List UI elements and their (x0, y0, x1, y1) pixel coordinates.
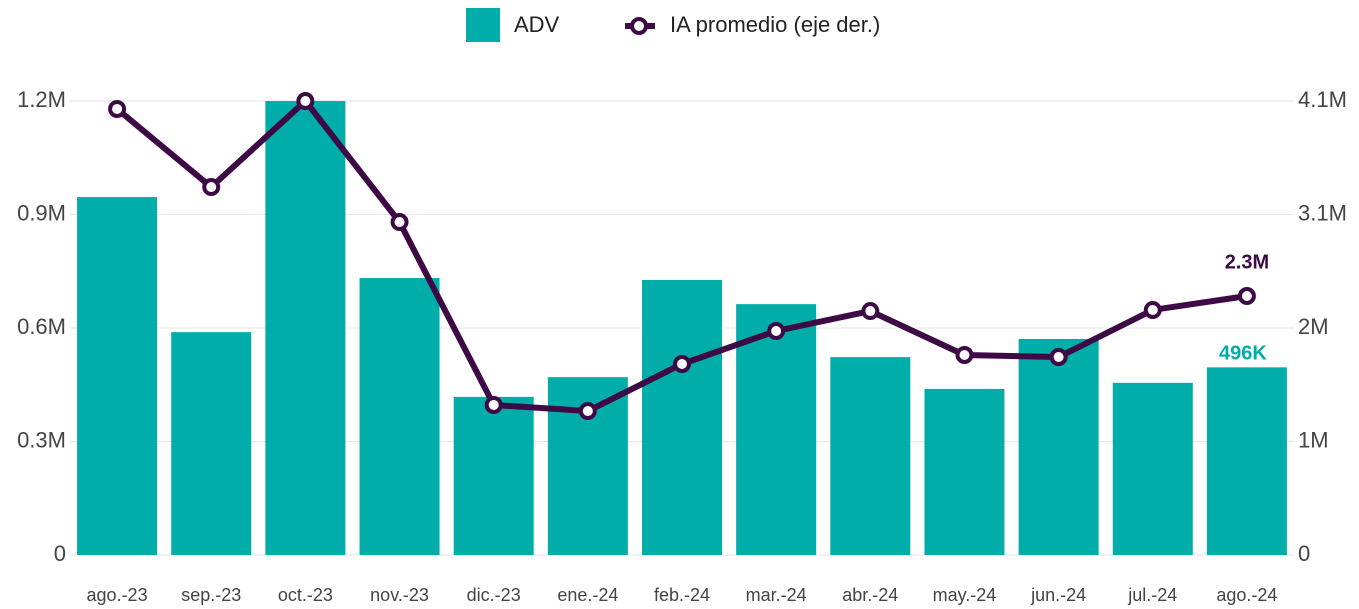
data-label: 2.3M (1225, 251, 1269, 273)
x-tick-label: nov.-23 (370, 585, 429, 605)
legend-swatch (466, 8, 500, 42)
bar (736, 304, 817, 555)
line-marker (1049, 348, 1068, 367)
bar (642, 279, 722, 555)
line-marker (484, 395, 503, 414)
data-label: 496K (1219, 343, 1267, 365)
bar (359, 278, 440, 555)
line-marker (1143, 300, 1162, 319)
line-marker (767, 321, 786, 340)
x-tick-label: may.-24 (933, 585, 997, 605)
bar (265, 101, 346, 555)
x-tick-label: jul.-24 (1127, 585, 1177, 605)
y-tick-label: 1.2M (17, 87, 66, 112)
x-tick-label: ago.-24 (1216, 585, 1277, 605)
y-tick-label: 0.3M (17, 427, 66, 452)
line-marker (1237, 286, 1256, 305)
line-marker (861, 302, 880, 321)
x-tick-label: ago.-23 (87, 585, 148, 605)
bar (1112, 382, 1193, 555)
legend-label: IA promedio (eje der.) (670, 12, 880, 37)
y-tick-label: 2M (1298, 314, 1329, 339)
line-marker (578, 402, 597, 421)
bar (1018, 338, 1099, 555)
line-marker (955, 346, 974, 365)
bar (77, 197, 158, 555)
x-tick-label: abr.-24 (842, 585, 898, 605)
legend-label: ADV (514, 12, 560, 37)
line-marker (390, 213, 409, 232)
bar (453, 396, 534, 555)
x-tick-label: mar.-24 (746, 585, 807, 605)
x-tick-label: feb.-24 (654, 585, 710, 605)
line-marker (673, 354, 691, 373)
bar (830, 357, 911, 555)
line-marker (108, 99, 127, 118)
x-tick-label: dic.-23 (467, 585, 521, 605)
y-tick-label: 0 (54, 541, 66, 566)
x-tick-label: oct.-23 (278, 585, 333, 605)
x-tick-label: ene.-24 (557, 585, 618, 605)
line-marker (202, 178, 221, 197)
y-tick-label: 4.1M (1298, 87, 1347, 112)
y-tick-label: 0.6M (17, 314, 66, 339)
x-tick-label: sep.-23 (181, 585, 241, 605)
y-tick-label: 3.1M (1298, 200, 1347, 225)
bar (924, 388, 1005, 555)
x-tick-label: jun.-24 (1030, 585, 1086, 605)
bar (171, 332, 252, 555)
line-marker (296, 92, 315, 110)
y-tick-label: 1M (1298, 427, 1329, 452)
bar (1206, 367, 1287, 555)
legend-swatch (630, 17, 648, 35)
y-tick-label: 0 (1298, 541, 1310, 566)
y-tick-label: 0.9M (17, 200, 66, 225)
